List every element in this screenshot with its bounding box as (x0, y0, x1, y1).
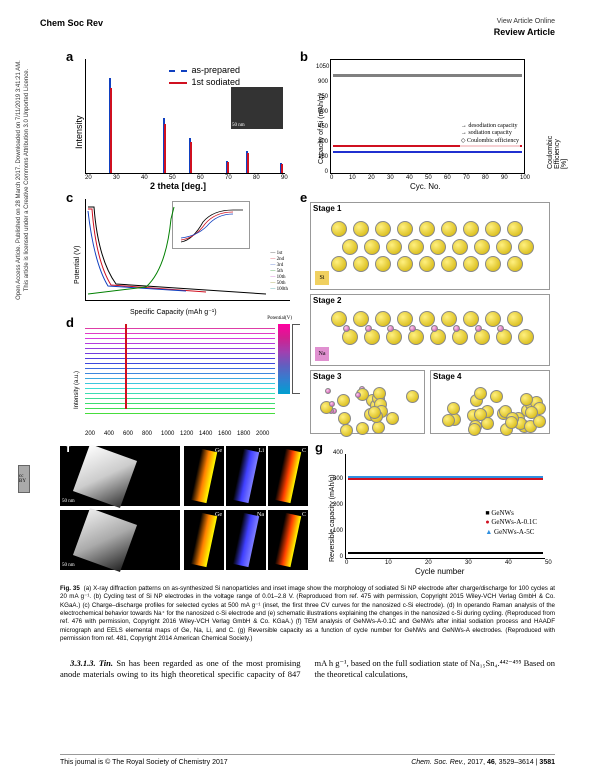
panel-a-label: a (66, 49, 73, 64)
article-type: Review Article (494, 27, 555, 37)
cycling-chart: → desodiation capacity → sodiation capac… (330, 59, 525, 174)
access-sidebar: Open Access Article. Published on 28 Mar… (15, 0, 32, 380)
panel-b-label: b (300, 49, 308, 64)
journal-name: Chem Soc Rev (40, 18, 103, 37)
section-number: 3.3.1.3. Tin. (70, 658, 113, 668)
panel-d-ylabel: Intensity (a.u.) (74, 371, 80, 409)
caption-text: (a) X-ray diffraction patterns on as-syn… (60, 585, 555, 642)
stage4-box: Stage 4 (430, 370, 550, 434)
panel-g-ylabel: Reversible capacity (mAh/g) (329, 474, 336, 562)
footer-copyright: This journal is © The Royal Society of C… (60, 759, 228, 766)
panel-g: g ■ GeNWs ● GeNWs-A-0.1C ▲ GeNWs-A-5C Re… (315, 444, 555, 574)
nanowire-icon (73, 508, 137, 572)
panel-a-xlabel: 2 theta [deg.] (150, 181, 206, 191)
panel-b-xlabel: Cyc. No. (410, 182, 441, 191)
charge-discharge-chart: — 1st— 2nd— 3rd— 5th— 10th— 50th— 100th (85, 199, 290, 301)
tem-bottom: 50 nm (60, 510, 180, 570)
header-right: View Article Online Review Article (494, 18, 555, 37)
stage3-box: Stage 3 (310, 370, 425, 434)
panel-b: b → desodiation capacity → sodiation cap… (300, 49, 555, 189)
license-line: This article is licensed under a Creativ… (24, 69, 30, 291)
panel-f-label: f (66, 440, 70, 455)
panel-g-label: g (315, 440, 323, 455)
cd-curves-icon (86, 199, 291, 301)
dash-icon (169, 70, 187, 72)
panel-a: a as-prepared 1st sodiated 50 nm Intensi… (60, 49, 295, 189)
colorbar-label: Potential(V) (267, 316, 292, 321)
figure-caption: Fig. 35 (a) X-ray diffraction patterns o… (60, 585, 555, 644)
panel-c-legend: — 1st— 2nd— 3rd— 5th— 10th— 50th— 100th (270, 251, 288, 293)
body-content: Sn has been regarded as one of the most … (60, 658, 555, 680)
ce-line (333, 74, 522, 77)
xrd-legend: as-prepared 1st sodiated (169, 65, 240, 88)
panel-a-ylabel: Intensity (74, 115, 84, 149)
footer-citation: Chem. Soc. Rev., 2017, 46, 3529–3614 | 3… (411, 759, 555, 766)
view-online-link[interactable]: View Article Online (494, 18, 555, 25)
panel-e: e Stage 1 Si Stage 2 Na Stage 3 Stage 4 (300, 194, 555, 439)
nanowire-icon (73, 444, 137, 508)
body-text: 3.3.1.3. Tin. Sn has been regarded as on… (60, 658, 555, 682)
panel-c-xlabel: Specific Capacity (mAh g⁻¹) (130, 308, 217, 316)
stage1-box: Stage 1 Si (310, 202, 550, 290)
figure-35: a as-prepared 1st sodiated 50 nm Intensi… (60, 49, 555, 579)
figure-label: Fig. 35 (60, 585, 80, 592)
na-label: Na (315, 347, 329, 361)
panel-c: c — 1st— 2nd— 3rd— 5th— 10th— 50th— 100t… (60, 194, 295, 314)
cc-badge-icon: cc BY (18, 465, 30, 493)
page-footer: This journal is © The Royal Society of C… (60, 754, 555, 766)
potential-colorbar (278, 324, 290, 394)
page-header: Chem Soc Rev View Article Online Review … (0, 0, 595, 45)
desod-line (333, 151, 522, 153)
panel-f: f 50 nm 50 nm GeLiCGeNaC (60, 444, 310, 574)
tem-inset: 50 nm (231, 87, 283, 129)
panel-c-ylabel: Potential (V) (74, 245, 81, 284)
capacity-chart: ■ GeNWs ● GeNWs-A-0.1C ▲ GeNWs-A-5C (345, 454, 545, 559)
raman-chart: Potential(V) (85, 324, 290, 429)
genws-line (348, 552, 543, 554)
genws-a01c-line (348, 478, 543, 480)
access-line: Open Access Article. Published on 28 Mar… (16, 60, 22, 300)
line-icon (169, 82, 187, 84)
si-label: Si (315, 271, 329, 285)
xrd-chart: as-prepared 1st sodiated 50 nm (85, 59, 285, 174)
panel-d: d Potential(V) Intensity (a.u.) 20040060… (60, 319, 295, 439)
panel-g-xlabel: Cycle number (415, 567, 464, 576)
panel-e-label: e (300, 190, 307, 205)
panel-d-label: d (66, 315, 74, 330)
panel-c-label: c (66, 190, 73, 205)
panel-g-legend: ■ GeNWs ● GeNWs-A-0.1C ▲ GeNWs-A-5C (485, 509, 537, 538)
stage2-box: Stage 2 Na (310, 294, 550, 366)
panel-b-ylabel-right: Coulombic Efficiency [%] (547, 136, 568, 169)
tem-top: 50 nm (60, 446, 180, 506)
peak-marker (125, 324, 127, 409)
panel-b-legend: → desodiation capacity → sodiation capac… (460, 122, 520, 147)
